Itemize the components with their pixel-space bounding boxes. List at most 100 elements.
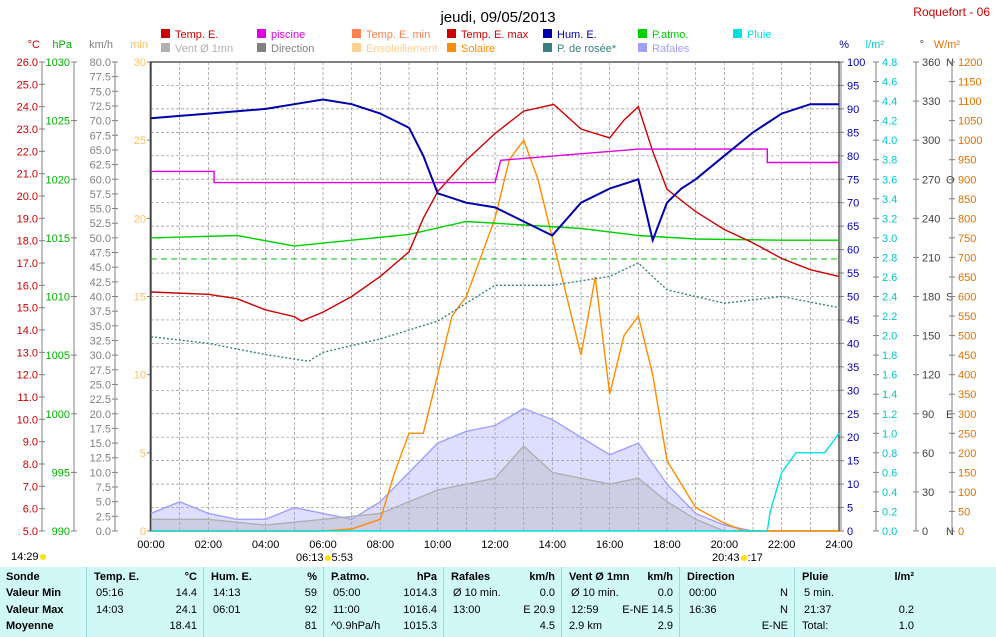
y-tick-label: 25 xyxy=(134,135,146,147)
y-axis-unit: min xyxy=(130,39,148,51)
y-axis: min 0 5 10 15 20 25 30 xyxy=(130,39,153,538)
x-tick-label: 02:00 xyxy=(195,539,223,551)
y-tick-label: 240 xyxy=(922,213,940,225)
y-tick-label: 23.0 xyxy=(17,124,38,136)
y-tick-label: 210 xyxy=(922,252,940,264)
table-cell: 12:59 xyxy=(571,604,599,616)
x-tick-label: 24:00 xyxy=(825,539,853,551)
y-tick-label: 200 xyxy=(958,448,976,460)
y-tick-label: 7.5 xyxy=(96,482,111,494)
y-tick-label: 27.5 xyxy=(90,365,111,377)
y-tick-label: 40 xyxy=(847,338,859,350)
y-tick-label: 15 xyxy=(134,292,146,304)
y-tick-label: 150 xyxy=(922,331,940,343)
table-cell: 2.9 xyxy=(657,620,673,632)
y-axis-unit: °C xyxy=(28,39,40,51)
row-label-avg: Moyenne xyxy=(6,620,54,632)
y-tick-label: 70 xyxy=(847,198,859,210)
x-tick-label: 18:00 xyxy=(653,539,681,551)
legend-label: piscine xyxy=(271,29,305,41)
plot-area xyxy=(150,98,840,532)
y-tick-label: 7.0 xyxy=(23,481,38,493)
y-tick-label: 80.0 xyxy=(90,57,111,69)
y-tick-label: 75 xyxy=(847,174,859,186)
y-tick-label: 10 xyxy=(134,370,146,382)
x-tick-label: 14:00 xyxy=(539,539,567,551)
table-cell: Pluie xyxy=(802,571,829,583)
y-tick-label: 50 xyxy=(847,292,859,304)
x-tick-label: 22:00 xyxy=(768,539,796,551)
y-tick-label: 65 xyxy=(847,221,859,233)
y-tick-label: 20 xyxy=(134,213,146,225)
y-tick-label: 1000 xyxy=(46,409,70,421)
y-tick-label: 0.0 xyxy=(96,526,111,538)
y-axis-unit: ° xyxy=(920,39,924,51)
table-column: Pluie l/m² 5 min. 21:37 0.2 Total: 1.0 xyxy=(794,567,920,637)
table-cell: E-NE xyxy=(761,620,788,632)
y-tick-label: 700 xyxy=(958,252,976,264)
legend-swatch xyxy=(352,29,361,38)
axes: °C 5.0 6.0 7.0 8.0 9.0 10.0 11.0 12.0 13.0 14.0 15.… xyxy=(17,39,983,538)
compass-label: S xyxy=(946,292,953,304)
table-cell: ^0.9hPa/h xyxy=(331,620,381,632)
table-cell: Total: xyxy=(802,620,829,632)
y-tick-label: 12.0 xyxy=(17,370,38,382)
table-cell: Hum. E. xyxy=(211,571,252,583)
y-tick-label: 70.0 xyxy=(90,116,111,128)
y-tick-label: 1025 xyxy=(46,116,70,128)
y-tick-label: 20 xyxy=(847,432,859,444)
y-tick-label: 10.0 xyxy=(90,467,111,479)
legend-swatch xyxy=(638,29,647,38)
legend-label: P.atmo. xyxy=(652,29,689,41)
row-label-min: Valeur Min xyxy=(6,587,62,599)
y-axis: km/h 0.0 2.5 5.0 7.5 10.0 12.5 15.0 17.5 20.0 22.5… xyxy=(89,39,118,538)
time-mark-moonrise: 14:29 xyxy=(11,551,47,563)
row-header-column: Sonde Valeur Min Valeur Max Moyenne xyxy=(0,567,87,637)
y-tick-label: 12.5 xyxy=(90,453,111,465)
y-tick-label: 65.0 xyxy=(90,145,111,157)
y-tick-label: 0.0 xyxy=(882,526,897,538)
row-label-max: Valeur Max xyxy=(6,604,64,616)
y-tick-label: 60 xyxy=(847,245,859,257)
table-cell: km/h xyxy=(647,571,673,583)
x-tick-label: 16:00 xyxy=(596,539,624,551)
y-tick-label: 67.5 xyxy=(90,130,111,142)
y-tick-label: 0.2 xyxy=(882,506,897,518)
y-tick-label: 850 xyxy=(958,194,976,206)
y-tick-label: 50 xyxy=(958,506,970,518)
y-tick-label: 42.5 xyxy=(90,277,111,289)
y-tick-label: 1000 xyxy=(958,135,982,147)
y-tick-label: 995 xyxy=(52,467,70,479)
station-label: Roquefort - 06 xyxy=(913,5,990,19)
y-tick-label: 15.0 xyxy=(17,303,38,315)
y-tick-label: 30 xyxy=(847,385,859,397)
table-cell: 14:03 xyxy=(96,604,124,616)
weather-chart: jeudi, 09/05/2013 Roquefort - 06 Temp. E… xyxy=(17,5,991,551)
y-tick-label: 1.0 xyxy=(882,428,897,440)
table-cell: 0.0 xyxy=(657,587,673,599)
y-tick-label: 30 xyxy=(922,487,934,499)
legend-swatch xyxy=(638,43,647,52)
y-tick-label: 22.5 xyxy=(90,394,111,406)
y-tick-label: 50.0 xyxy=(90,233,111,245)
y-tick-label: 990 xyxy=(52,526,70,538)
legend-label: Hum. E. xyxy=(557,29,597,41)
y-tick-label: 270 xyxy=(922,174,940,186)
y-tick-label: 1050 xyxy=(958,116,982,128)
y-axis-unit: km/h xyxy=(89,39,113,51)
y-tick-label: 22.0 xyxy=(17,146,38,158)
mark-label: 14:29 xyxy=(11,551,39,563)
y-axis: °C 5.0 6.0 7.0 8.0 9.0 10.0 11.0 12.0 13.0 14.0 15.… xyxy=(17,39,45,538)
y-tick-label: 100 xyxy=(847,57,865,69)
y-tick-label: 2.4 xyxy=(882,292,897,304)
y-axis: hPa 990 995 1000 1005 1010 1015 1020 1025 1030 xyxy=(46,39,77,538)
sun-icon xyxy=(324,555,331,562)
table-cell: Direction xyxy=(687,571,735,583)
y-tick-label: 650 xyxy=(958,272,976,284)
y-tick-label: 60.0 xyxy=(90,174,111,186)
series-p-de-ros-e xyxy=(150,262,840,363)
y-tick-label: 0 xyxy=(958,526,964,538)
y-tick-label: 30.0 xyxy=(90,350,111,362)
y-tick-label: 3.2 xyxy=(882,213,897,225)
table-cell: % xyxy=(307,571,317,583)
